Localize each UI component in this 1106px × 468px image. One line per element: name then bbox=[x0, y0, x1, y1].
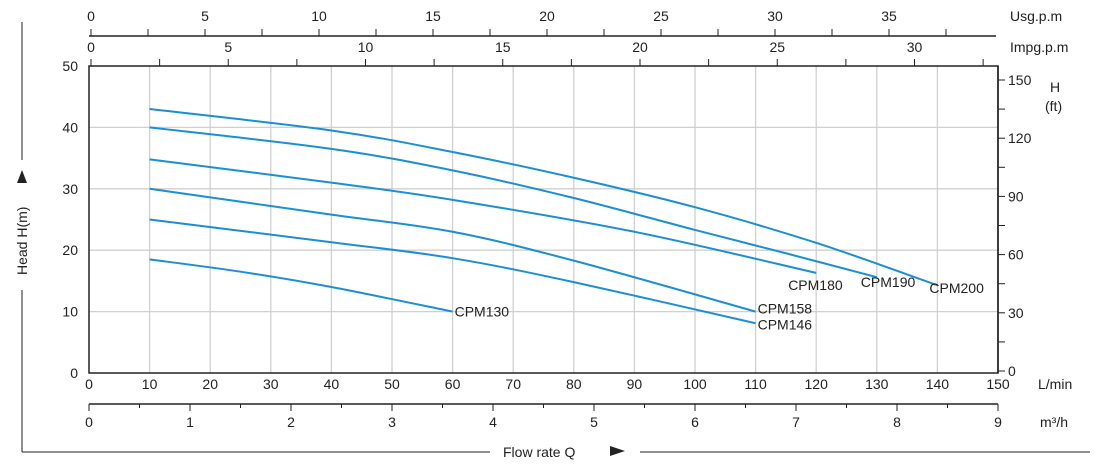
x-tick-label: 70 bbox=[505, 376, 521, 392]
right-tick-label: 120 bbox=[1008, 130, 1032, 146]
right-axis-ft-label: (ft) bbox=[1045, 98, 1062, 114]
series-label: CPM180 bbox=[788, 277, 843, 293]
x-tick-label: 20 bbox=[202, 376, 218, 392]
usgpm-unit: Usg.p.m bbox=[1010, 8, 1062, 24]
x-tick-label: 50 bbox=[384, 376, 400, 392]
usgpm-tick-label: 10 bbox=[311, 8, 327, 24]
series-label: CPM158 bbox=[758, 301, 813, 317]
m3h-tick-label: 0 bbox=[85, 414, 93, 430]
x-tick-label: 90 bbox=[627, 376, 643, 392]
right-tick-label: 60 bbox=[1008, 247, 1024, 263]
grid bbox=[89, 66, 998, 373]
impgpm-tick-label: 20 bbox=[632, 39, 648, 55]
x-axis-arrow-icon bbox=[610, 446, 625, 456]
curve-cpm200 bbox=[149, 107, 938, 287]
x-tick-label: 30 bbox=[263, 376, 279, 392]
x-tick-label: 130 bbox=[865, 376, 889, 392]
m3h-tick-label: 9 bbox=[994, 414, 1002, 430]
x-axis-unit-lmin: L/min bbox=[1038, 376, 1072, 392]
impgpm-unit: Impg.p.m bbox=[1010, 39, 1068, 55]
right-tick-label: 150 bbox=[1008, 72, 1032, 88]
usgpm-tick-label: 30 bbox=[767, 8, 783, 24]
impgpm-tick-label: 30 bbox=[907, 39, 923, 55]
usgpm-tick-label: 35 bbox=[881, 8, 897, 24]
m3h-tick-label: 1 bbox=[186, 414, 194, 430]
m3h-tick-label: 3 bbox=[388, 414, 396, 430]
curve-cpm158 bbox=[149, 187, 756, 313]
y-tick-label: 0 bbox=[70, 365, 78, 381]
y-tick-label: 40 bbox=[62, 119, 78, 135]
x-axis-title: Flow rate Q bbox=[503, 444, 575, 460]
usgpm-tick-label: 20 bbox=[539, 8, 555, 24]
x-tick-label: 40 bbox=[324, 376, 340, 392]
x-tick-label: 100 bbox=[683, 376, 707, 392]
m3h-tick-label: 7 bbox=[792, 414, 800, 430]
usgpm-tick-label: 5 bbox=[201, 8, 209, 24]
m3h-tick-label: 2 bbox=[287, 414, 295, 430]
x-tick-label: 0 bbox=[85, 376, 93, 392]
curve-cpm180 bbox=[149, 158, 817, 274]
y-tick-label: 50 bbox=[62, 58, 78, 74]
curve-cpm146 bbox=[149, 218, 756, 325]
impgpm-tick-label: 5 bbox=[224, 39, 232, 55]
right-axis-h-label: H bbox=[1050, 79, 1060, 95]
x-axis-unit-m3h: m³/h bbox=[1040, 414, 1068, 430]
axes: 0 10 20 30 40 50 60 70 80 90 100 110 120 130 140 150010… bbox=[62, 8, 1031, 430]
series-label: CPM190 bbox=[861, 274, 916, 290]
y-axis-title: Head H(m) bbox=[14, 207, 30, 275]
y-axis-arrow-icon bbox=[17, 170, 27, 183]
series-label: CPM200 bbox=[929, 280, 984, 296]
y-tick-label: 10 bbox=[62, 304, 78, 320]
usgpm-tick-label: 15 bbox=[425, 8, 441, 24]
curves bbox=[149, 107, 938, 325]
impgpm-tick-label: 10 bbox=[358, 39, 374, 55]
m3h-tick-label: 8 bbox=[893, 414, 901, 430]
m3h-tick-label: 4 bbox=[489, 414, 497, 430]
series-label: CPM146 bbox=[758, 316, 813, 332]
y-tick-label: 20 bbox=[62, 242, 78, 258]
x-tick-label: 120 bbox=[805, 376, 829, 392]
x-tick-label: 140 bbox=[926, 376, 950, 392]
impgpm-tick-label: 15 bbox=[495, 39, 511, 55]
x-tick-label: 110 bbox=[744, 376, 767, 392]
m3h-tick-label: 6 bbox=[691, 414, 699, 430]
right-tick-label: 30 bbox=[1008, 305, 1024, 321]
x-tick-label: 80 bbox=[566, 376, 582, 392]
m3h-tick-label: 5 bbox=[590, 414, 598, 430]
usgpm-tick-label: 25 bbox=[653, 8, 669, 24]
x-tick-label: 60 bbox=[445, 376, 461, 392]
impgpm-tick-label: 0 bbox=[87, 39, 95, 55]
x-tick-label: 150 bbox=[986, 376, 1010, 392]
y-tick-label: 30 bbox=[62, 181, 78, 197]
usgpm-tick-label: 0 bbox=[87, 8, 95, 24]
curve-cpm130 bbox=[149, 258, 453, 313]
series-label: CPM130 bbox=[455, 304, 510, 320]
right-tick-label: 90 bbox=[1008, 188, 1024, 204]
x-tick-label: 10 bbox=[142, 376, 158, 392]
plot-frame bbox=[88, 65, 999, 374]
impgpm-tick-label: 25 bbox=[769, 39, 785, 55]
right-tick-label: 0 bbox=[1008, 363, 1016, 379]
curve-cpm190 bbox=[149, 126, 878, 279]
